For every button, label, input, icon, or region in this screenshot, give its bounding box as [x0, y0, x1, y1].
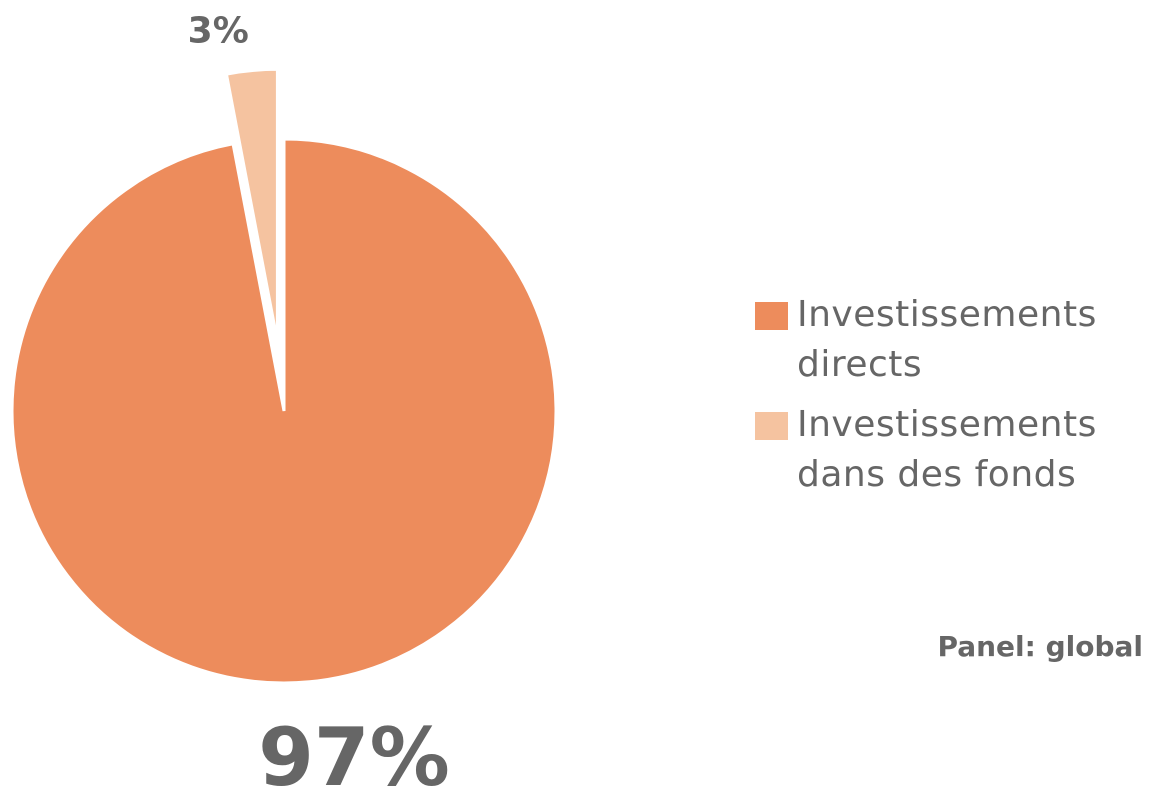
legend-label: Investissements directs — [797, 294, 1097, 385]
legend-swatch — [755, 302, 788, 330]
legend-label: Investissements dans des fonds — [797, 404, 1097, 495]
data-label: 3% — [188, 11, 249, 52]
legend-swatch — [755, 412, 788, 440]
legend: Investissements directs Investissements d… — [755, 290, 1165, 510]
data-label: 97% — [258, 711, 449, 794]
legend-item: Investissements directs — [755, 290, 1165, 390]
pie-slice — [224, 67, 279, 342]
pie-slice — [10, 137, 558, 685]
annotation: Panel: global — [937, 630, 1143, 663]
legend-item: Investissements dans des fonds — [755, 400, 1165, 500]
